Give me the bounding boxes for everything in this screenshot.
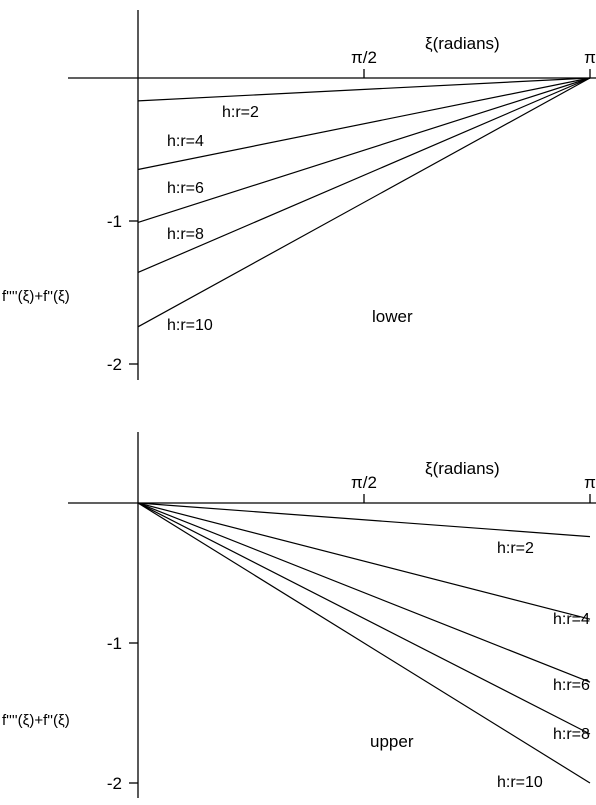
series-line (137, 77, 591, 102)
x-axis-label: ξ(radians) (425, 34, 500, 53)
series-line (137, 502, 591, 683)
y-axis-label: f''''(ξ)+f''(ξ) (2, 712, 70, 729)
series-label: h:r=10 (167, 317, 213, 334)
series-line (137, 77, 591, 328)
x-tick-label: π (584, 48, 596, 67)
x-tick-label: π (584, 473, 596, 492)
series-line (137, 502, 591, 538)
series-label: h:r=4 (167, 133, 204, 150)
series-label: h:r=4 (553, 611, 590, 628)
series-line (137, 502, 591, 735)
x-tick-label: π/2 (351, 48, 377, 67)
lower-panel: π/2 π -1 -2 ξ(radians) f''''(ξ)+f''(ξ) h:r=2 h:… (2, 10, 596, 380)
upper-panel: π/2 π -1 -2 ξ(radians) f''''(ξ)+f''(ξ) h:r=2 h:… (2, 432, 596, 798)
y-tick-label: -1 (107, 212, 122, 231)
y-tick-label: -2 (107, 774, 122, 793)
series-line (137, 502, 591, 620)
y-tick-label: -2 (107, 355, 122, 374)
y-axis-label: f''''(ξ)+f''(ξ) (2, 288, 70, 305)
series-line (137, 77, 591, 224)
series-line (137, 77, 591, 274)
x-axis-label: ξ(radians) (425, 459, 500, 478)
series-label: h:r=2 (222, 104, 259, 121)
panel-annotation: upper (370, 732, 414, 751)
series-label: h:r=8 (553, 726, 590, 743)
series-label: h:r=10 (497, 774, 543, 791)
y-tick-label: -1 (107, 634, 122, 653)
series-line (137, 502, 591, 784)
series-line (137, 77, 591, 171)
series-label: h:r=8 (167, 226, 204, 243)
x-tick-label: π/2 (351, 473, 377, 492)
series-label: h:r=6 (553, 677, 590, 694)
series-label: h:r=2 (497, 540, 534, 557)
panel-annotation: lower (372, 307, 413, 326)
series-label: h:r=6 (167, 180, 204, 197)
